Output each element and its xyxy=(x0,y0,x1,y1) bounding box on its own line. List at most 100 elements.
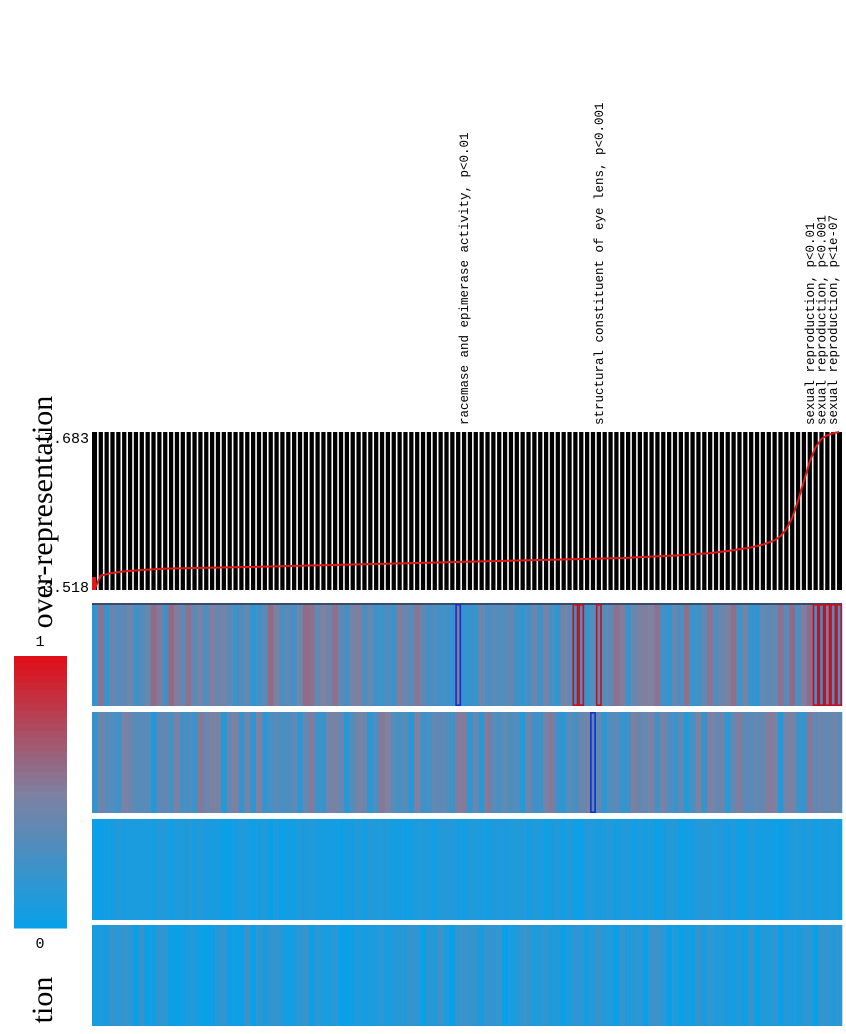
heatmap-cell xyxy=(467,925,474,1026)
heatmap-cell xyxy=(525,819,532,920)
heatmap-cell xyxy=(185,819,192,920)
heatmap-cell xyxy=(496,712,503,813)
heatmap-cell xyxy=(748,819,755,920)
heatmap-cell xyxy=(361,604,368,706)
heatmap-cell xyxy=(537,819,544,920)
heatmap-cell xyxy=(168,925,175,1026)
heatmap-cell xyxy=(566,925,573,1026)
heatmap-cell xyxy=(824,604,831,706)
heatmap-cell xyxy=(607,925,614,1026)
heatmap-cell xyxy=(666,925,673,1026)
heatmap-cell xyxy=(414,819,421,920)
heatmap-cell xyxy=(314,925,321,1026)
heatmap-cell xyxy=(150,712,157,813)
y-tick-top: 7.683 xyxy=(44,431,89,448)
heatmap-cell xyxy=(437,819,444,920)
heatmap-cell xyxy=(133,712,140,813)
heatmap-cell xyxy=(355,604,362,706)
heatmap-cell xyxy=(636,819,644,920)
column-annotation: sexual reproduction, p<1e-07 xyxy=(827,215,841,425)
heatmap-cell xyxy=(279,712,286,813)
heatmap-cell xyxy=(660,925,667,1026)
heatmap-cell xyxy=(683,925,690,1026)
colorbar-band xyxy=(14,656,67,664)
heatmap-cell xyxy=(730,925,737,1026)
heatmap-cell xyxy=(613,819,620,920)
heatmap-cell xyxy=(601,712,608,813)
colorbar-band xyxy=(14,887,67,895)
heatmap-cell xyxy=(250,712,257,813)
heatmap-cell xyxy=(285,712,292,813)
heatmap-cell xyxy=(103,712,110,813)
heatmap-cell xyxy=(203,819,210,920)
heatmap-cell xyxy=(519,712,526,813)
heatmap-cell xyxy=(267,712,274,813)
heatmap-cell xyxy=(355,819,362,920)
heatmap-cell xyxy=(402,604,409,706)
heatmap-cell xyxy=(209,819,216,920)
heatmap-cell xyxy=(291,925,298,1026)
heatmap-cell xyxy=(613,925,620,1026)
heatmap-cell xyxy=(144,712,151,813)
colorbar-band xyxy=(14,894,67,902)
heatmap-cell xyxy=(689,925,696,1026)
heatmap-cell xyxy=(502,712,509,813)
heatmap-cell xyxy=(818,712,825,813)
heatmap-cell xyxy=(601,819,608,920)
heatmap-cell xyxy=(472,604,480,706)
heatmap-cell xyxy=(812,819,819,920)
heatmap-cell xyxy=(789,925,796,1026)
colorbar-band xyxy=(14,900,67,909)
heatmap-cell xyxy=(654,604,661,706)
heatmap-cell xyxy=(730,819,737,920)
heatmap-cell xyxy=(197,604,204,706)
heatmap-cell xyxy=(179,925,187,1026)
heatmap-cell xyxy=(531,712,538,813)
heatmap-cell xyxy=(379,925,386,1026)
heatmap-cell xyxy=(636,712,644,813)
colorbar-band xyxy=(14,730,67,739)
heatmap-cell xyxy=(279,819,286,920)
heatmap-cell xyxy=(742,925,749,1026)
heatmap-cell xyxy=(174,819,181,920)
heatmap-cell xyxy=(672,819,679,920)
colorbar-band xyxy=(14,717,67,725)
heatmap-cell xyxy=(443,604,450,706)
colorbar-max-label: 1 xyxy=(35,634,44,651)
heatmap-cell xyxy=(150,604,157,706)
colorbar-band xyxy=(14,778,67,786)
heatmap-cell xyxy=(150,925,157,1026)
heatmap-cell xyxy=(379,819,386,920)
heatmap-cell xyxy=(256,712,263,813)
heatmap-cell xyxy=(660,604,667,706)
heatmap-cell xyxy=(168,712,175,813)
heatmap-cell xyxy=(800,604,808,706)
heatmap-cell xyxy=(133,819,140,920)
heatmap-cell xyxy=(455,604,462,706)
heatmap-cell xyxy=(484,925,491,1026)
heatmap-cell xyxy=(724,819,731,920)
column-annotation: racemase and epimerase activity, p<0.01 xyxy=(458,132,472,425)
heatmap-cell xyxy=(777,925,784,1026)
heatmap-cell xyxy=(496,604,503,706)
heatmap-cell xyxy=(525,604,532,706)
heatmap-cell xyxy=(736,712,743,813)
heatmap-cell xyxy=(812,712,819,813)
heatmap-cell xyxy=(472,712,480,813)
heatmap-cell xyxy=(660,712,667,813)
heatmap-cell xyxy=(244,819,251,920)
heatmap-cell xyxy=(572,604,579,706)
heatmap-cell xyxy=(261,712,269,813)
heatmap-cell xyxy=(806,925,814,1026)
heatmap-cell xyxy=(695,819,702,920)
heatmap-cell xyxy=(384,712,392,813)
heatmap-cell xyxy=(707,604,714,706)
heatmap-cell xyxy=(461,604,468,706)
heatmap-cell xyxy=(601,925,608,1026)
colorbar-band xyxy=(14,873,67,881)
heatmap-cell xyxy=(707,925,714,1026)
highlighted-cell xyxy=(595,603,602,706)
heatmap-cell xyxy=(613,712,620,813)
heatmap-cell xyxy=(261,604,269,706)
over-representation-panel xyxy=(92,431,842,590)
